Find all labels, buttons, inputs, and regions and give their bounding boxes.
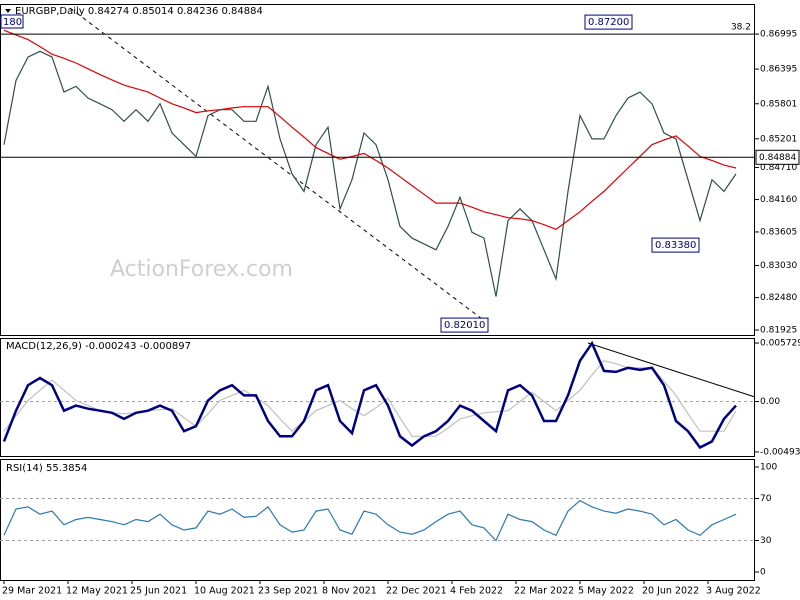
annotation-box	[0, 14, 24, 29]
last-price-label: 0.84884	[759, 153, 796, 163]
x-tick-label: 8 Nov 2021	[322, 586, 377, 597]
fib-label: 38.2	[731, 23, 751, 33]
y-tick-label: 100	[760, 462, 777, 472]
x-tick-label: 4 Feb 2022	[450, 586, 503, 597]
y-tick-label: -0.00493	[760, 447, 800, 457]
annotation-box	[651, 237, 700, 253]
y-tick-label: 0.85801	[760, 99, 797, 109]
y-tick-label: 0.84710	[760, 163, 797, 173]
y-tick-label: 70	[760, 494, 772, 504]
x-tick-label: 29 Mar 2021	[2, 586, 62, 597]
y-tick-label: 0	[760, 568, 766, 578]
y-tick-label: 0.86995	[760, 30, 797, 40]
x-tick-label: 3 Aug 2022	[706, 586, 761, 597]
x-tick-label: 10 Aug 2021	[194, 586, 255, 597]
x-tick-label: 20 Jun 2022	[642, 586, 699, 597]
macd-title: MACD(12,26,9) -0.000243 -0.000897	[6, 341, 191, 352]
chart-title: EURGBP,Daily 0.84274 0.85014 0.84236 0.8…	[15, 6, 263, 17]
y-tick-label: 0.82480	[760, 293, 797, 303]
macd-trend-line	[587, 342, 756, 398]
x-tick-label: 22 Dec 2021	[386, 586, 447, 597]
y-tick-label: 0.83030	[760, 261, 797, 271]
macd-frame	[0, 338, 755, 457]
series-line	[3, 360, 737, 437]
y-tick-label: 0.85201	[760, 134, 797, 144]
x-tick-label: 23 Sep 2021	[258, 586, 318, 597]
x-tick-label: 5 May 2022	[578, 586, 634, 597]
y-tick-label: 0.83605	[760, 227, 797, 237]
annotation: 0.87200	[588, 17, 629, 28]
y-tick-label: 0.005729	[760, 339, 800, 349]
series-line	[3, 50, 737, 297]
x-tick-label: 22 Mar 2022	[514, 586, 574, 597]
watermark: ActionForex.com	[110, 257, 293, 282]
x-tick-label: 12 May 2021	[66, 586, 128, 597]
annotation: 180	[3, 17, 22, 28]
last-price-box	[755, 149, 800, 165]
y-tick-label: 30	[760, 536, 772, 546]
menu-arrow	[5, 9, 11, 13]
annotation: 0.82010	[444, 320, 485, 331]
price-frame	[0, 4, 755, 336]
series-line	[2, 340, 737, 450]
series-line	[3, 499, 737, 542]
annotation-box	[440, 317, 489, 333]
y-tick-label: 0.84160	[760, 195, 797, 205]
y-tick-label: 0.00	[760, 397, 780, 407]
annotation: 0.83380	[655, 240, 696, 251]
y-tick-label: 0.81925	[760, 326, 797, 336]
x-tick-label: 25 Jun 2021	[130, 586, 187, 597]
rsi-title: RSI(14) 55.3854	[6, 463, 87, 474]
rsi-frame	[0, 459, 755, 581]
annotation-box	[584, 14, 633, 30]
y-tick-label: 0.86395	[760, 65, 797, 75]
